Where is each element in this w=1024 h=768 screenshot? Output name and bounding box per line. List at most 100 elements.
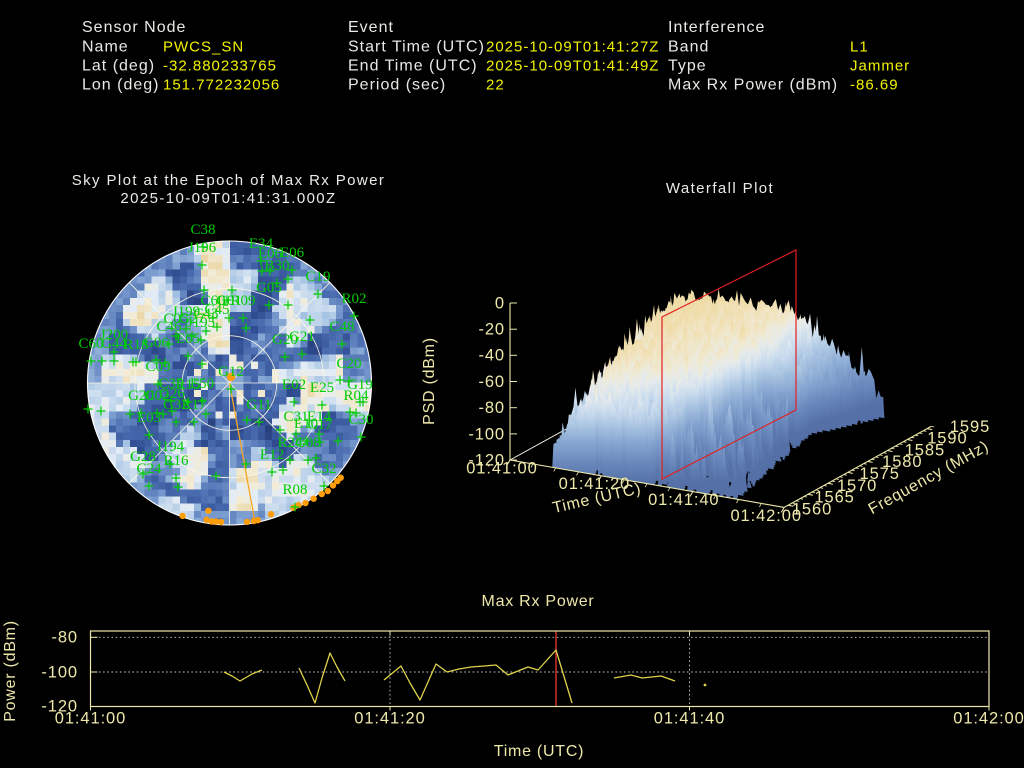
svg-text:2025-10-09T01:41:27Z: 2025-10-09T01:41:27Z xyxy=(486,38,659,55)
svg-text:-120: -120 xyxy=(41,697,78,715)
svg-text:1565: 1565 xyxy=(814,489,854,507)
svg-text:E05: E05 xyxy=(176,331,200,347)
svg-text:R16: R16 xyxy=(163,453,189,469)
svg-text:J199: J199 xyxy=(172,304,200,320)
svg-text:-20: -20 xyxy=(478,321,505,339)
svg-text:Event: Event xyxy=(348,19,394,36)
svg-text:G08: G08 xyxy=(295,435,321,451)
svg-text:Waterfall Plot: Waterfall Plot xyxy=(666,180,774,197)
svg-text:1575: 1575 xyxy=(860,465,900,483)
svg-text:C05: C05 xyxy=(163,311,188,327)
svg-text:Type: Type xyxy=(668,58,707,75)
svg-text:C32: C32 xyxy=(311,461,336,477)
svg-text:C19: C19 xyxy=(305,269,330,285)
svg-text:C31: C31 xyxy=(283,409,308,425)
svg-text:Period (sec): Period (sec) xyxy=(348,77,446,94)
svg-text:R02: R02 xyxy=(341,291,366,307)
svg-text:E06: E06 xyxy=(258,246,283,262)
svg-text:C09: C09 xyxy=(145,359,170,375)
svg-text:22: 22 xyxy=(486,76,505,93)
svg-text:01:41:00: 01:41:00 xyxy=(466,459,537,477)
svg-text:R08: R08 xyxy=(282,482,307,498)
svg-text:Max Rx Power: Max Rx Power xyxy=(481,593,594,610)
svg-text:-120: -120 xyxy=(468,451,505,469)
svg-text:1560: 1560 xyxy=(792,500,832,518)
svg-text:G01: G01 xyxy=(216,293,242,309)
svg-text:2025-10-09T01:41:49Z: 2025-10-09T01:41:49Z xyxy=(486,57,659,74)
svg-text:B30: B30 xyxy=(264,258,289,274)
svg-text:C48: C48 xyxy=(329,319,354,335)
svg-text:01:41:00: 01:41:00 xyxy=(55,709,126,727)
svg-text:Band: Band xyxy=(668,39,709,56)
svg-text:E02: E02 xyxy=(282,377,306,393)
svg-text:G19: G19 xyxy=(347,377,373,393)
svg-text:Jammer: Jammer xyxy=(850,57,910,74)
svg-text:C46: C46 xyxy=(156,319,182,335)
svg-text:C60: C60 xyxy=(200,293,225,309)
svg-text:Start Time (UTC): Start Time (UTC) xyxy=(348,39,485,56)
svg-text:-86.69: -86.69 xyxy=(850,76,899,93)
svg-text:C45: C45 xyxy=(204,302,229,318)
svg-text:1595: 1595 xyxy=(950,418,990,436)
svg-text:-32.880233765: -32.880233765 xyxy=(163,57,277,74)
svg-text:E14: E14 xyxy=(307,409,332,425)
svg-text:Sensor Node: Sensor Node xyxy=(82,19,186,36)
svg-text:1585: 1585 xyxy=(905,441,945,459)
svg-text:G12: G12 xyxy=(218,364,244,380)
svg-text:E12: E12 xyxy=(260,447,284,463)
svg-text:151.772232056: 151.772232056 xyxy=(163,76,280,93)
svg-text:Max Rx Power (dBm): Max Rx Power (dBm) xyxy=(668,77,838,94)
svg-text:R24: R24 xyxy=(277,435,303,451)
svg-text:C24: C24 xyxy=(136,461,162,477)
svg-text:01:42:00: 01:42:00 xyxy=(953,709,1024,727)
svg-text:G06: G06 xyxy=(143,335,169,351)
svg-text:E25: E25 xyxy=(310,380,334,396)
svg-text:01:41:40: 01:41:40 xyxy=(648,491,719,509)
svg-text:E50: E50 xyxy=(190,376,214,392)
svg-text:J196: J196 xyxy=(188,240,217,256)
svg-text:R18: R18 xyxy=(123,337,148,353)
svg-text:01:42:00: 01:42:00 xyxy=(730,507,801,525)
svg-text:-100: -100 xyxy=(468,425,505,443)
svg-text:Time (UTC): Time (UTC) xyxy=(494,743,584,760)
svg-text:G28: G28 xyxy=(130,449,156,465)
svg-text:1590: 1590 xyxy=(927,430,967,448)
svg-text:PWCS_SN: PWCS_SN xyxy=(163,38,244,55)
svg-text:C43: C43 xyxy=(193,306,218,322)
svg-text:Sky Plot at the Epoch of Max R: Sky Plot at the Epoch of Max Rx Power xyxy=(72,172,386,189)
svg-text:E34: E34 xyxy=(249,236,274,252)
svg-text:J194: J194 xyxy=(156,439,185,455)
svg-text:G11: G11 xyxy=(246,397,271,413)
svg-text:G26: G26 xyxy=(159,386,185,402)
svg-text:C02: C02 xyxy=(144,388,169,404)
svg-text:01:41:20: 01:41:20 xyxy=(559,475,630,493)
svg-text:G20: G20 xyxy=(272,332,298,348)
svg-text:Power (dBm): Power (dBm) xyxy=(2,620,19,722)
svg-text:Lat (deg): Lat (deg) xyxy=(82,58,155,75)
svg-text:-40: -40 xyxy=(478,347,505,365)
svg-text:G32: G32 xyxy=(163,397,189,413)
svg-text:1570: 1570 xyxy=(837,477,877,495)
svg-text:G21: G21 xyxy=(289,329,315,345)
svg-text:G20: G20 xyxy=(128,388,154,404)
svg-text:G05: G05 xyxy=(256,280,282,296)
svg-text:0: 0 xyxy=(495,294,505,312)
svg-text:2025-10-09T01:41:31.000Z: 2025-10-09T01:41:31.000Z xyxy=(120,190,336,207)
svg-text:C20: C20 xyxy=(336,356,361,372)
svg-text:End Time (UTC): End Time (UTC) xyxy=(348,58,478,75)
svg-text:C38: C38 xyxy=(190,222,215,238)
svg-text:01:41:40: 01:41:40 xyxy=(654,709,725,727)
svg-text:C60: C60 xyxy=(78,336,103,352)
svg-text:01:41:20: 01:41:20 xyxy=(354,709,425,727)
svg-text:-100: -100 xyxy=(41,663,78,681)
svg-text:R09: R09 xyxy=(230,293,255,309)
svg-text:Interference: Interference xyxy=(668,19,765,36)
svg-text:E10: E10 xyxy=(294,416,318,432)
svg-text:Lon (deg): Lon (deg) xyxy=(82,77,160,94)
svg-text:R15: R15 xyxy=(175,377,200,393)
svg-text:1580: 1580 xyxy=(882,453,922,471)
svg-text:L1: L1 xyxy=(850,38,869,55)
svg-text:E03: E03 xyxy=(137,410,161,426)
svg-text:-80: -80 xyxy=(51,628,78,646)
svg-text:C35: C35 xyxy=(158,376,183,392)
